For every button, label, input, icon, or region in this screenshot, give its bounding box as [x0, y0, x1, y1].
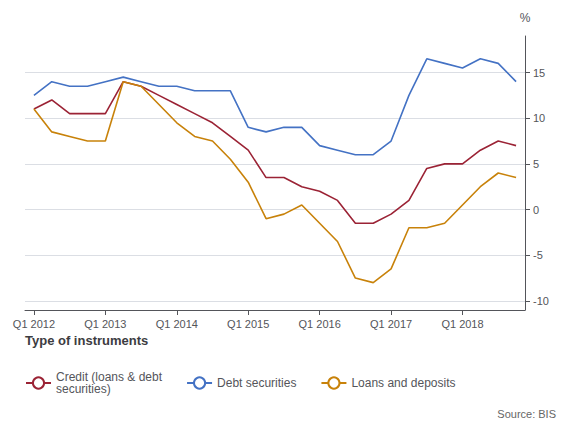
svg-text:-10: -10: [533, 295, 549, 307]
svg-text:5: 5: [533, 158, 539, 170]
svg-text:Q1 2017: Q1 2017: [370, 318, 412, 330]
svg-text:15: 15: [533, 67, 545, 79]
svg-text:Q1 2016: Q1 2016: [299, 318, 341, 330]
svg-text:Q1 2013: Q1 2013: [84, 318, 126, 330]
svg-text:-5: -5: [533, 249, 543, 261]
svg-text:0: 0: [533, 204, 539, 216]
svg-text:Q1 2012: Q1 2012: [13, 318, 55, 330]
svg-text:Q1 2018: Q1 2018: [441, 318, 483, 330]
svg-text:Source: BIS: Source: BIS: [497, 408, 556, 420]
svg-text:%: %: [520, 11, 531, 25]
svg-text:Credit (loans & debt: Credit (loans & debt: [56, 370, 163, 384]
svg-text:Debt securities: Debt securities: [217, 376, 296, 390]
svg-text:10: 10: [533, 112, 545, 124]
svg-text:securities): securities): [56, 382, 111, 396]
svg-text:Type of instruments: Type of instruments: [25, 333, 148, 348]
svg-text:Q1 2015: Q1 2015: [227, 318, 269, 330]
svg-text:Q1 2014: Q1 2014: [156, 318, 198, 330]
svg-text:Loans and deposits: Loans and deposits: [351, 376, 455, 390]
